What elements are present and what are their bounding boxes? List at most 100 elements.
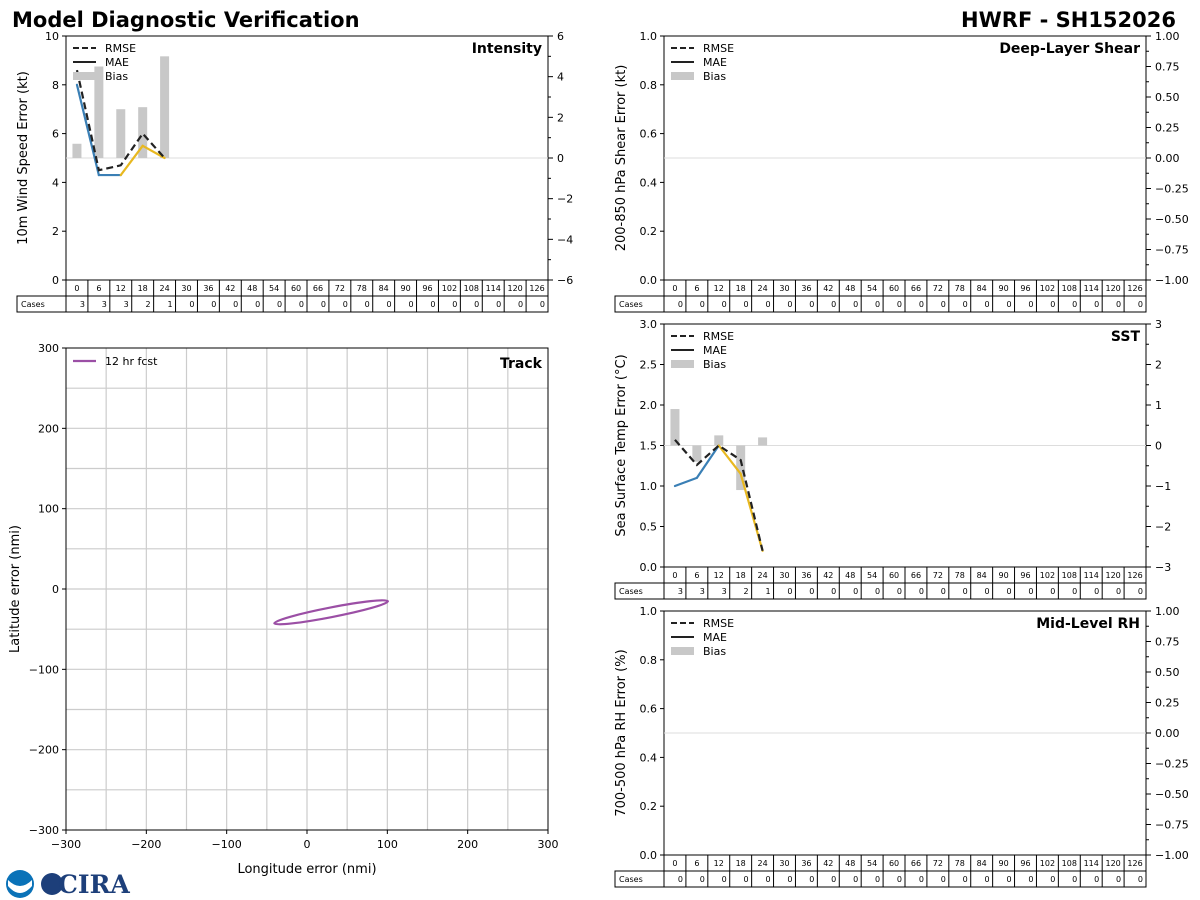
legend-bias-swatch xyxy=(671,360,694,368)
y-tick-label: 100 xyxy=(38,503,59,516)
y2-tick-label: −4 xyxy=(557,233,573,246)
case-count-cell: 0 xyxy=(1072,875,1077,884)
case-count-cell: 0 xyxy=(809,587,814,596)
forecast-hour-cell: 18 xyxy=(736,859,746,868)
y2-tick-label: 0.00 xyxy=(1155,152,1180,165)
cases-row xyxy=(614,582,1147,600)
forecast-hour-cell: 6 xyxy=(96,284,101,293)
panel-title: Deep-Layer Shear xyxy=(999,41,1140,57)
forecast-hour-cell: 60 xyxy=(291,284,301,293)
case-count-cell: 0 xyxy=(853,300,858,309)
forecast-hour-cell: 96 xyxy=(422,284,432,293)
legend-rmse-label: RMSE xyxy=(703,617,734,630)
case-count-cell: 0 xyxy=(299,300,304,309)
case-count-cell: 0 xyxy=(277,300,282,309)
forecast-hour-cell: 42 xyxy=(823,571,833,580)
rmse-line xyxy=(674,439,764,552)
forecast-hour-cell: 102 xyxy=(442,284,457,293)
forecast-hour-cell: 84 xyxy=(977,284,987,293)
case-count-cell: 0 xyxy=(1050,875,1055,884)
case-count-cell: 0 xyxy=(941,300,946,309)
y-tick-label: 0.2 xyxy=(640,225,658,238)
case-count-cell: 0 xyxy=(787,587,792,596)
y-tick-label: −200 xyxy=(29,744,59,757)
forecast-hour-cell: 96 xyxy=(1020,284,1030,293)
case-count-cell: 0 xyxy=(963,587,968,596)
track-panel: −300 −200 −100 0 100 200 300 −300 −200 −100 0 100 20… xyxy=(8,342,559,877)
forecast-hour-cell: 114 xyxy=(1084,571,1099,580)
y-tick-label: −300 xyxy=(29,824,59,837)
case-count-cell: 3 xyxy=(722,587,727,596)
forecast-hour-cell: 120 xyxy=(1105,859,1120,868)
case-count-cell: 0 xyxy=(496,300,501,309)
deep-layer-shear-panel: 0.0 0.2 0.4 0.6 0.8 1.0 −1.00 −0.75 −0.50 −0.25 0.… xyxy=(614,30,1189,313)
case-count-cell: 0 xyxy=(941,587,946,596)
forecast-hour-cell: 102 xyxy=(1040,571,1055,580)
case-count-cell: 0 xyxy=(474,300,479,309)
noaa-wave-icon xyxy=(8,880,32,893)
bias-bar xyxy=(94,66,104,158)
legend-mae-label: MAE xyxy=(703,631,727,644)
y-tick-label: −100 xyxy=(29,663,59,676)
case-count-cell: 0 xyxy=(1028,300,1033,309)
forecast-hour-cell: 6 xyxy=(694,284,699,293)
case-count-cell: 0 xyxy=(963,875,968,884)
forecast-hour-cell: 90 xyxy=(998,571,1008,580)
forecast-hour-cell: 126 xyxy=(1127,859,1142,868)
y-axis-label: 10m Wind Speed Error (kt) xyxy=(16,71,31,245)
forecast-hour-cell: 84 xyxy=(379,284,389,293)
x-axis-label: Longitude error (nmi) xyxy=(237,862,376,877)
cases-row-label: Cases xyxy=(619,300,643,309)
y2-tick-label: −6 xyxy=(557,274,573,287)
x-tick-label: 300 xyxy=(538,838,559,851)
forecast-hour-cell: 96 xyxy=(1020,571,1030,580)
cases-table: Cases00601201802403003604204805406006607… xyxy=(614,854,1147,888)
case-count-cell: 0 xyxy=(744,300,749,309)
cases-row-label: Cases xyxy=(21,300,45,309)
forecast-hour-cell: 48 xyxy=(845,859,855,868)
forecast-hour-cell: 30 xyxy=(779,571,789,580)
forecast-hour-cell: 102 xyxy=(1040,284,1055,293)
y-tick-label: 0.2 xyxy=(640,800,658,813)
case-count-cell: 0 xyxy=(919,875,924,884)
forecast-hour-cell: 30 xyxy=(779,859,789,868)
forecast-hour-cell: 120 xyxy=(1105,284,1120,293)
panel-title: SST xyxy=(1111,329,1141,345)
case-count-cell: 0 xyxy=(963,300,968,309)
case-count-cell: 1 xyxy=(167,300,172,309)
y-tick-label: 1.5 xyxy=(640,440,658,453)
forecast-hour-cell: 90 xyxy=(998,284,1008,293)
case-count-cell: 0 xyxy=(1116,587,1121,596)
y2-tick-label: 1.00 xyxy=(1155,30,1180,43)
case-count-cell: 0 xyxy=(985,300,990,309)
case-count-cell: 0 xyxy=(387,300,392,309)
forecast-hour-cell: 96 xyxy=(1020,859,1030,868)
forecast-hour-cell: 30 xyxy=(181,284,191,293)
y2-tick-label: 0 xyxy=(1155,440,1162,453)
case-count-cell: 0 xyxy=(189,300,194,309)
case-count-cell: 0 xyxy=(452,300,457,309)
cases-table: Cases03631231822413003604204805406006607… xyxy=(614,566,1147,600)
forecast-hour-cell: 84 xyxy=(977,859,987,868)
forecast-hour-cell: 72 xyxy=(933,284,943,293)
legend-bias-swatch xyxy=(671,72,694,80)
y2-tick-label: −2 xyxy=(557,193,573,206)
y2-tick-label: −1 xyxy=(1155,480,1171,493)
forecast-hour-cell: 54 xyxy=(867,859,877,868)
y-tick-label: 0.4 xyxy=(640,176,658,189)
y-axis-label: 200-850 hPa Shear Error (kt) xyxy=(614,65,629,252)
cases-row xyxy=(614,295,1147,313)
y2-tick-label: 0.50 xyxy=(1155,666,1180,679)
page-title: Model Diagnostic Verification xyxy=(12,8,360,32)
legend-bias-label: Bias xyxy=(703,358,726,371)
case-count-cell: 0 xyxy=(765,875,770,884)
y2-tick-label: −0.50 xyxy=(1155,213,1189,226)
y-tick-label: 1.0 xyxy=(640,30,658,43)
case-count-cell: 0 xyxy=(831,875,836,884)
forecast-hour-cell: 18 xyxy=(138,284,148,293)
forecast-hour-cell: 36 xyxy=(203,284,213,293)
